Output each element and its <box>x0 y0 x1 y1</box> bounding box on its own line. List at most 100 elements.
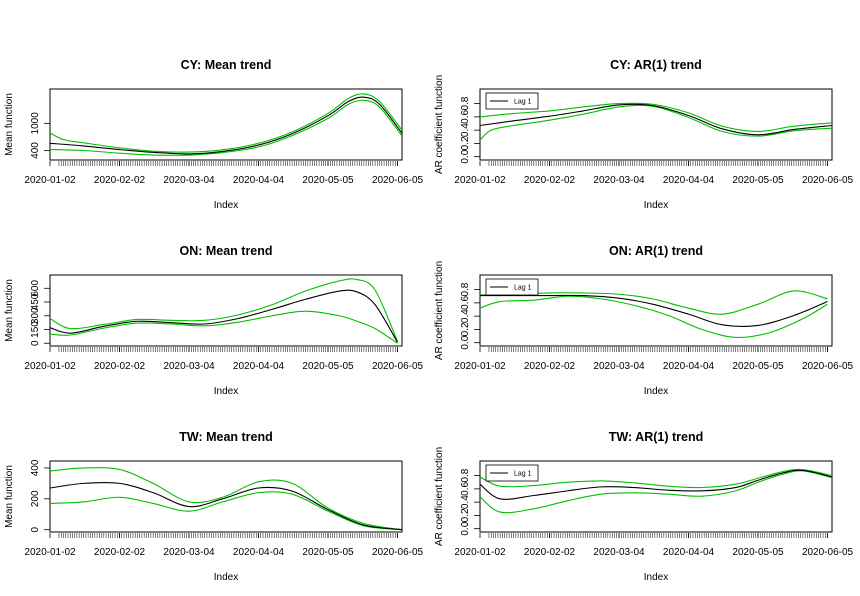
legend-label: Lag 1 <box>514 471 532 478</box>
x-tick-label: 2020-06-05 <box>802 361 854 372</box>
y-tick-label: 150 <box>30 321 41 338</box>
plot-frame <box>479 88 833 161</box>
x-minor-ticks <box>58 161 398 166</box>
plot-frame <box>479 460 833 533</box>
chart-title: ON: Mean trend <box>179 244 272 258</box>
x-tick-label: 2020-01-02 <box>24 361 76 372</box>
x-axis-label: Index <box>214 386 238 397</box>
y-axis-label: AR coefficient function <box>434 447 445 546</box>
x-minor-ticks <box>488 533 828 538</box>
series-line-band <box>50 93 402 153</box>
y-tick-label: 0.0 <box>460 521 471 535</box>
x-tick-label: 2020-02-02 <box>524 175 576 186</box>
y-tick-label: 0.2 <box>460 508 471 522</box>
series-line-band <box>50 467 402 531</box>
x-minor-ticks <box>488 347 828 352</box>
x-tick-label: 2020-05-05 <box>302 547 354 558</box>
y-tick-label: 0.4 <box>460 495 471 509</box>
x-tick-label: 2020-04-04 <box>663 361 715 372</box>
x-tick-label: 2020-06-05 <box>372 175 424 186</box>
y-tick-label: 300 <box>30 307 41 324</box>
x-tick-label: 2020-04-04 <box>663 547 715 558</box>
series-line-estimate <box>480 469 832 500</box>
x-tick-label: 2020-01-02 <box>24 547 76 558</box>
y-tick-label: 0 <box>30 526 41 532</box>
panel-on-ar: ON: AR(1) trend 2020-01-02 2020-02-02 2020-… <box>434 244 854 397</box>
panel-cy-mean: CY: Mean trend 2020-01-02 2020-02-02 2020-0… <box>4 58 424 211</box>
x-tick-label: 2020-01-02 <box>454 547 506 558</box>
x-tick-label: 2020-03-04 <box>163 175 215 186</box>
x-tick-label: 2020-06-05 <box>372 547 424 558</box>
series-line-band <box>50 491 402 531</box>
chart-title: TW: AR(1) trend <box>609 430 703 444</box>
panel-tw-mean: TW: Mean trend 2020-01-02 2020-02-02 2020-0… <box>4 430 424 583</box>
x-tick-label: 2020-05-05 <box>302 175 354 186</box>
x-tick-label: 2020-02-02 <box>94 361 146 372</box>
x-tick-label: 2020-04-04 <box>233 175 285 186</box>
plot-frame <box>49 274 403 347</box>
x-minor-ticks <box>58 533 398 538</box>
series-line-band <box>50 310 398 344</box>
panel-cy-ar: CY: AR(1) trend 2020-01-02 2020-02-02 2020-… <box>434 58 854 211</box>
y-axis-label: Mean function <box>4 93 15 156</box>
plot-frame <box>49 460 403 533</box>
y-tick-label: 1000 <box>30 112 41 135</box>
y-tick-label: 400 <box>30 142 41 159</box>
x-tick-label: 2020-01-02 <box>454 175 506 186</box>
x-axis-label: Index <box>644 386 668 397</box>
legend-box <box>485 464 539 482</box>
x-tick-label: 2020-05-05 <box>732 175 784 186</box>
x-minor-ticks <box>488 161 828 166</box>
x-tick-label: 2020-05-05 <box>732 547 784 558</box>
x-tick-label: 2020-02-02 <box>524 547 576 558</box>
chart-title: ON: AR(1) trend <box>609 244 703 258</box>
legend-box <box>485 92 539 110</box>
x-tick-label: 2020-06-05 <box>802 175 854 186</box>
x-tick-label: 2020-03-04 <box>593 175 645 186</box>
y-tick-label: 0.0 <box>460 149 471 163</box>
panel-tw-ar: TW: AR(1) trend 2020-01-02 2020-02-02 2020-… <box>434 430 854 583</box>
y-tick-label: 0.0 <box>460 335 471 349</box>
y-axis-label: Mean function <box>4 465 15 528</box>
y-tick-label: 0.8 <box>460 282 471 296</box>
x-axis-label: Index <box>644 572 668 583</box>
plot-frame <box>49 88 403 161</box>
x-tick-label: 2020-05-05 <box>302 361 354 372</box>
legend-box <box>485 278 539 296</box>
legend-label: Lag 1 <box>514 99 532 106</box>
y-tick-label: 400 <box>30 459 41 476</box>
y-tick-label: 450 <box>30 293 41 310</box>
x-minor-ticks <box>58 347 398 352</box>
y-tick-label: 0.4 <box>460 123 471 137</box>
x-axis-label: Index <box>214 200 238 211</box>
x-tick-label: 2020-04-04 <box>233 361 285 372</box>
series-line-band <box>480 470 832 514</box>
series-line-band <box>480 290 828 315</box>
legend-label: Lag 1 <box>514 285 532 292</box>
y-axis-label: AR coefficient function <box>434 261 445 360</box>
y-tick-label: 0.8 <box>460 468 471 482</box>
series-line-estimate <box>50 289 398 343</box>
series-line-band <box>480 295 828 339</box>
series-line-band <box>50 278 399 342</box>
y-tick-label: 0 <box>30 340 41 346</box>
x-tick-label: 2020-02-02 <box>94 547 146 558</box>
x-tick-label: 2020-02-02 <box>94 175 146 186</box>
x-axis-label: Index <box>214 572 238 583</box>
x-tick-label: 2020-05-05 <box>732 361 784 372</box>
x-axis-label: Index <box>644 200 668 211</box>
x-tick-label: 2020-01-02 <box>24 175 76 186</box>
x-tick-label: 2020-03-04 <box>593 361 645 372</box>
y-tick-label: 0.2 <box>460 322 471 336</box>
y-tick-label: 0.2 <box>460 136 471 150</box>
y-tick-label: 0.6 <box>460 295 471 309</box>
y-axis-label: Mean function <box>4 279 15 342</box>
x-tick-label: 2020-03-04 <box>163 547 215 558</box>
panel-on-mean: ON: Mean trend 2020-01-02 2020-02-02 2020-0… <box>4 244 424 397</box>
series-line-estimate <box>480 294 828 327</box>
y-tick-label: 600 <box>30 280 41 297</box>
x-tick-label: 2020-04-04 <box>663 175 715 186</box>
series-line-estimate <box>480 103 832 136</box>
chart-title: CY: AR(1) trend <box>610 58 702 72</box>
x-tick-label: 2020-06-05 <box>372 361 424 372</box>
